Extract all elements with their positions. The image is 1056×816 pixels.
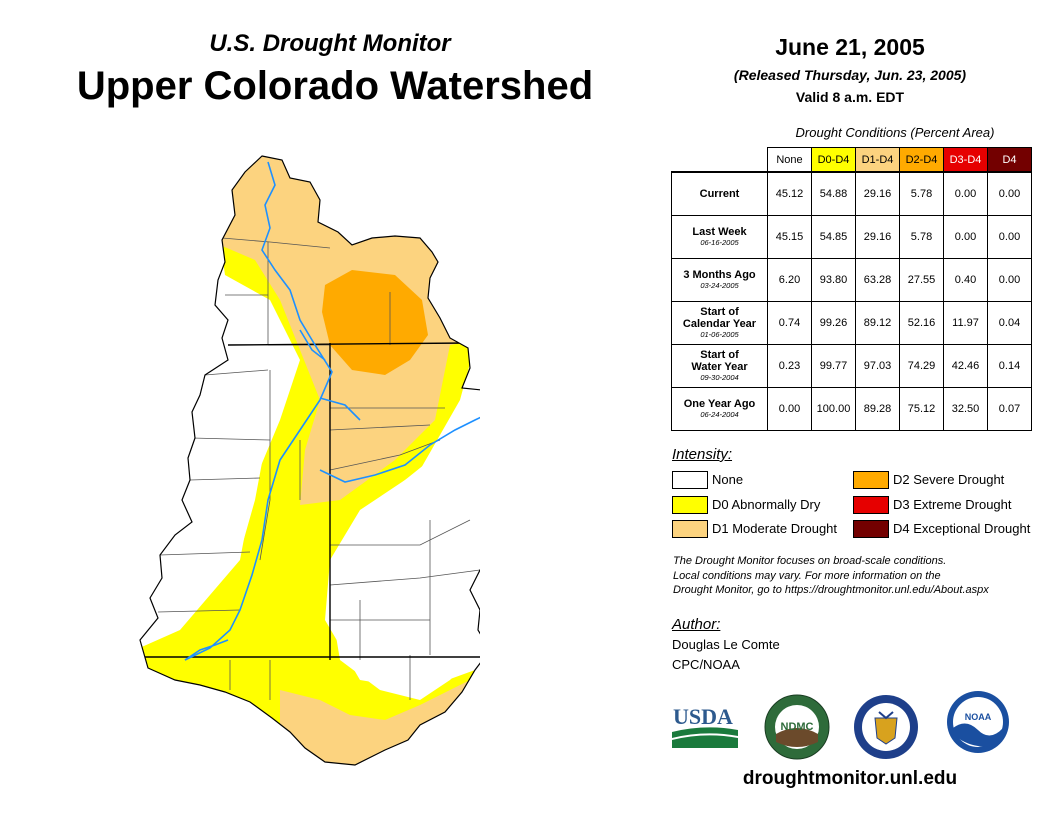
d2-area bbox=[322, 270, 428, 375]
note-line: Drought Monitor, go to https://droughtmo… bbox=[673, 584, 989, 596]
col-header-d1-d4: D1-D4 bbox=[855, 147, 900, 173]
table-cell: 99.26 bbox=[811, 301, 856, 345]
row-label-one-year-ago: One Year Ago 06-24-2004 bbox=[671, 387, 768, 431]
none-area-south bbox=[330, 460, 480, 700]
legend-label-d1: D1 Moderate Drought bbox=[712, 521, 838, 536]
col-header-none: None bbox=[767, 147, 812, 173]
legend-swatch-d3 bbox=[853, 496, 889, 514]
table-cell: 0.00 bbox=[987, 215, 1032, 259]
table-cell: 54.88 bbox=[811, 171, 856, 216]
legend-swatch-d4 bbox=[853, 520, 889, 538]
row-label-last-week: Last Week 06-16-2005 bbox=[671, 215, 768, 259]
table-cell: 75.12 bbox=[899, 387, 944, 431]
table-cell: 89.12 bbox=[855, 301, 900, 345]
ndmc-logo-text: NDMC bbox=[781, 721, 814, 733]
basin-outline bbox=[139, 155, 480, 766]
noaa-logo-text: NOAA bbox=[965, 712, 992, 722]
author-org: CPC/NOAA bbox=[672, 657, 740, 672]
row-label-current: Current bbox=[671, 171, 768, 216]
map-subtitle: U.S. Drought Monitor bbox=[209, 30, 451, 57]
table-cell: 0.00 bbox=[943, 215, 988, 259]
table-cell: 74.29 bbox=[899, 344, 944, 388]
release-date: (Released Thursday, Jun. 23, 2005) bbox=[733, 67, 967, 83]
table-cell: 0.04 bbox=[987, 301, 1032, 345]
table-corner bbox=[672, 148, 768, 173]
map-title: Upper Colorado Watershed bbox=[76, 64, 594, 108]
table-cell: 97.03 bbox=[855, 344, 900, 388]
table-cell: 52.16 bbox=[899, 301, 944, 345]
legend-label-d0: D0 Abnormally Dry bbox=[712, 497, 821, 512]
author-title: Author: bbox=[672, 616, 721, 633]
table-cell: 45.12 bbox=[767, 171, 812, 216]
table-cell: 29.16 bbox=[855, 215, 900, 259]
table-cell: 63.28 bbox=[855, 258, 900, 302]
table-cell: 11.97 bbox=[943, 301, 988, 345]
legend-label-none: None bbox=[712, 472, 744, 487]
table-cell: 54.85 bbox=[811, 215, 856, 259]
disclaimer-note: The Drought Monitor focuses on broad-sca… bbox=[673, 554, 1053, 598]
drought-map bbox=[139, 155, 480, 766]
table-cell: 0.40 bbox=[943, 258, 988, 302]
legend-swatch-d1 bbox=[672, 520, 708, 538]
row-label-start-of-calendar-year: Start of Calendar Year 01-06-2005 bbox=[671, 301, 768, 345]
table-cell: 0.00 bbox=[943, 171, 988, 216]
legend-swatch-none bbox=[672, 471, 708, 489]
table-cell: 0.74 bbox=[767, 301, 812, 345]
author-name: Douglas Le Comte bbox=[672, 637, 780, 652]
drought-conditions-table: None D0-D4 D1-D4 D2-D4 D3-D4 D4 Current … bbox=[671, 147, 1032, 431]
table-cell: 0.00 bbox=[987, 171, 1032, 216]
map-date: June 21, 2005 bbox=[775, 34, 925, 60]
table-cell: 32.50 bbox=[943, 387, 988, 431]
valid-time: Valid 8 a.m. EDT bbox=[795, 89, 905, 105]
table-caption: Drought Conditions (Percent Area) bbox=[795, 125, 995, 140]
rivers bbox=[184, 161, 480, 661]
col-header-d3-d4: D3-D4 bbox=[943, 147, 988, 173]
table-cell: 27.55 bbox=[899, 258, 944, 302]
note-line: The Drought Monitor focuses on broad-sca… bbox=[673, 555, 947, 567]
table-cell: 42.46 bbox=[943, 344, 988, 388]
usda-logo-text: USDA bbox=[673, 704, 733, 729]
legend-label-d4: D4 Exceptional Drought bbox=[893, 521, 1031, 536]
row-label-3-months-ago: 3 Months Ago 03-24-2005 bbox=[671, 258, 768, 302]
table-cell: 99.77 bbox=[811, 344, 856, 388]
table-cell: 0.00 bbox=[987, 258, 1032, 302]
legend-label-d3: D3 Extreme Drought bbox=[893, 497, 1012, 512]
col-header-d0-d4: D0-D4 bbox=[811, 147, 856, 173]
table-cell: 5.78 bbox=[899, 215, 944, 259]
table-cell: 93.80 bbox=[811, 258, 856, 302]
table-cell: 45.15 bbox=[767, 215, 812, 259]
table-cell: 0.07 bbox=[987, 387, 1032, 431]
legend-swatch-d0 bbox=[672, 496, 708, 514]
legend-label-d2: D2 Severe Drought bbox=[893, 472, 1005, 487]
table-cell: 0.23 bbox=[767, 344, 812, 388]
table-cell: 5.78 bbox=[899, 171, 944, 216]
note-line: Local conditions may vary. For more info… bbox=[673, 569, 941, 582]
state-lines bbox=[140, 342, 480, 660]
col-header-d2-d4: D2-D4 bbox=[899, 147, 944, 173]
table-cell: 100.00 bbox=[811, 387, 856, 431]
website-link[interactable]: droughtmonitor.unl.edu bbox=[742, 768, 958, 789]
legend-swatch-d2 bbox=[853, 471, 889, 489]
ndmc-logo: NDMC bbox=[764, 694, 830, 760]
usda-logo: USDA bbox=[672, 704, 738, 748]
table-cell: 0.14 bbox=[987, 344, 1032, 388]
table-cell: 6.20 bbox=[767, 258, 812, 302]
table-cell: 29.16 bbox=[855, 171, 900, 216]
row-label-start-of-water-year: Start of Water Year 09-30-2004 bbox=[671, 344, 768, 388]
table-cell: 0.00 bbox=[767, 387, 812, 431]
col-header-d4: D4 bbox=[987, 147, 1032, 173]
commerce-seal-logo bbox=[854, 695, 918, 759]
table-cell: 89.28 bbox=[855, 387, 900, 431]
legend-title: Intensity: bbox=[672, 446, 733, 463]
noaa-logo: NOAA bbox=[947, 691, 1009, 753]
